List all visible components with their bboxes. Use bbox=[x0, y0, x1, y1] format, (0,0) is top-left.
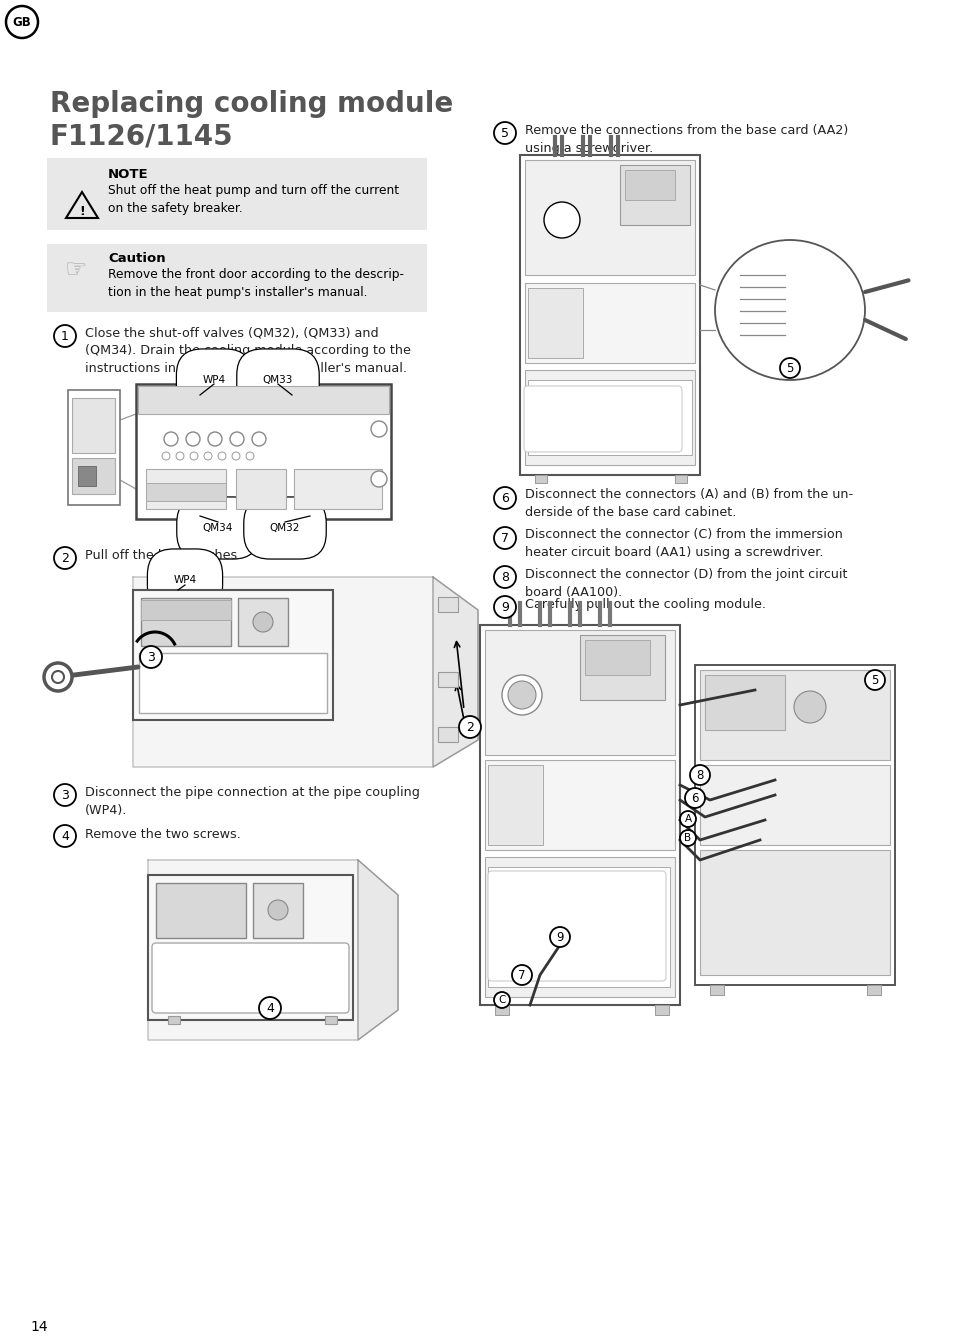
Circle shape bbox=[494, 595, 516, 618]
FancyBboxPatch shape bbox=[141, 599, 231, 620]
Text: 8: 8 bbox=[696, 768, 704, 782]
Circle shape bbox=[544, 202, 580, 237]
Text: C: C bbox=[498, 995, 506, 1004]
FancyBboxPatch shape bbox=[141, 598, 231, 646]
FancyBboxPatch shape bbox=[580, 636, 665, 700]
Circle shape bbox=[459, 716, 481, 738]
FancyBboxPatch shape bbox=[47, 244, 427, 312]
FancyBboxPatch shape bbox=[139, 653, 327, 713]
Text: 14: 14 bbox=[30, 1320, 48, 1334]
Text: Carefully pull out the cooling module.: Carefully pull out the cooling module. bbox=[525, 598, 766, 611]
Circle shape bbox=[690, 764, 710, 784]
FancyBboxPatch shape bbox=[485, 630, 675, 755]
FancyBboxPatch shape bbox=[675, 475, 687, 483]
Text: 6: 6 bbox=[691, 791, 699, 805]
Text: 4: 4 bbox=[266, 1002, 274, 1015]
Circle shape bbox=[794, 691, 826, 723]
FancyBboxPatch shape bbox=[535, 475, 547, 483]
Text: WP4: WP4 bbox=[174, 575, 197, 585]
Circle shape bbox=[140, 646, 162, 668]
Text: 5: 5 bbox=[501, 126, 509, 139]
Ellipse shape bbox=[715, 240, 865, 380]
FancyBboxPatch shape bbox=[585, 640, 650, 675]
Text: Replacing cooling module: Replacing cooling module bbox=[50, 90, 453, 118]
Text: QM32: QM32 bbox=[270, 523, 300, 532]
Circle shape bbox=[268, 900, 288, 920]
FancyBboxPatch shape bbox=[700, 670, 890, 760]
FancyBboxPatch shape bbox=[620, 165, 690, 225]
Text: 3: 3 bbox=[61, 789, 69, 802]
FancyBboxPatch shape bbox=[705, 675, 785, 730]
Circle shape bbox=[54, 325, 76, 347]
Text: Disconnect the pipe connection at the pipe coupling
(WP4).: Disconnect the pipe connection at the pi… bbox=[85, 786, 420, 817]
FancyBboxPatch shape bbox=[253, 882, 303, 937]
Text: A: A bbox=[684, 814, 691, 823]
Circle shape bbox=[494, 487, 516, 510]
Circle shape bbox=[232, 452, 240, 460]
FancyBboxPatch shape bbox=[156, 882, 246, 937]
Text: QM33: QM33 bbox=[263, 375, 293, 385]
Circle shape bbox=[54, 825, 76, 848]
Circle shape bbox=[550, 208, 574, 232]
FancyBboxPatch shape bbox=[520, 156, 700, 475]
Text: 4: 4 bbox=[61, 830, 69, 842]
FancyBboxPatch shape bbox=[525, 160, 695, 275]
Text: WP4: WP4 bbox=[203, 375, 226, 385]
FancyBboxPatch shape bbox=[525, 370, 695, 465]
Text: 6: 6 bbox=[501, 492, 509, 504]
Circle shape bbox=[252, 432, 266, 447]
Circle shape bbox=[259, 996, 281, 1019]
Circle shape bbox=[246, 452, 254, 460]
FancyBboxPatch shape bbox=[488, 868, 670, 987]
Circle shape bbox=[502, 675, 542, 715]
FancyBboxPatch shape bbox=[236, 469, 286, 510]
Text: Remove the connections from the base card (AA2)
using a screwdriver.: Remove the connections from the base car… bbox=[525, 123, 849, 156]
Text: ☞: ☞ bbox=[65, 257, 87, 282]
FancyBboxPatch shape bbox=[438, 727, 458, 742]
FancyBboxPatch shape bbox=[524, 386, 682, 452]
Text: Pull off the lock catches.: Pull off the lock catches. bbox=[85, 548, 241, 562]
Circle shape bbox=[371, 471, 387, 487]
Circle shape bbox=[371, 421, 387, 437]
Circle shape bbox=[230, 432, 244, 447]
Circle shape bbox=[218, 452, 226, 460]
Text: 3: 3 bbox=[147, 650, 155, 664]
Circle shape bbox=[494, 527, 516, 548]
Circle shape bbox=[190, 452, 198, 460]
Circle shape bbox=[164, 432, 178, 447]
FancyBboxPatch shape bbox=[146, 483, 226, 502]
FancyBboxPatch shape bbox=[710, 986, 724, 995]
Circle shape bbox=[253, 611, 273, 632]
Circle shape bbox=[685, 789, 705, 809]
Circle shape bbox=[680, 830, 696, 846]
FancyBboxPatch shape bbox=[655, 1004, 669, 1015]
Text: Caution: Caution bbox=[108, 252, 166, 266]
FancyBboxPatch shape bbox=[146, 469, 226, 510]
FancyBboxPatch shape bbox=[485, 857, 675, 996]
FancyBboxPatch shape bbox=[625, 170, 675, 200]
Text: NOTE: NOTE bbox=[108, 168, 149, 181]
Circle shape bbox=[54, 547, 76, 569]
FancyBboxPatch shape bbox=[867, 986, 881, 995]
Circle shape bbox=[44, 662, 72, 691]
Text: B: B bbox=[684, 833, 691, 843]
FancyBboxPatch shape bbox=[68, 390, 120, 506]
Text: 2: 2 bbox=[61, 551, 69, 565]
Text: 7: 7 bbox=[501, 531, 509, 544]
FancyBboxPatch shape bbox=[138, 386, 389, 414]
Circle shape bbox=[204, 452, 212, 460]
FancyBboxPatch shape bbox=[47, 158, 427, 231]
Polygon shape bbox=[358, 860, 398, 1041]
Circle shape bbox=[176, 452, 184, 460]
Polygon shape bbox=[133, 577, 478, 767]
FancyBboxPatch shape bbox=[72, 398, 115, 453]
FancyBboxPatch shape bbox=[700, 850, 890, 975]
FancyBboxPatch shape bbox=[700, 764, 890, 845]
Text: 1: 1 bbox=[61, 330, 69, 342]
Text: Shut off the heat pump and turn off the current
on the safety breaker.: Shut off the heat pump and turn off the … bbox=[108, 184, 399, 215]
FancyBboxPatch shape bbox=[238, 598, 288, 646]
FancyBboxPatch shape bbox=[438, 672, 458, 687]
FancyBboxPatch shape bbox=[136, 384, 391, 519]
FancyBboxPatch shape bbox=[325, 1016, 337, 1025]
FancyBboxPatch shape bbox=[488, 872, 666, 982]
